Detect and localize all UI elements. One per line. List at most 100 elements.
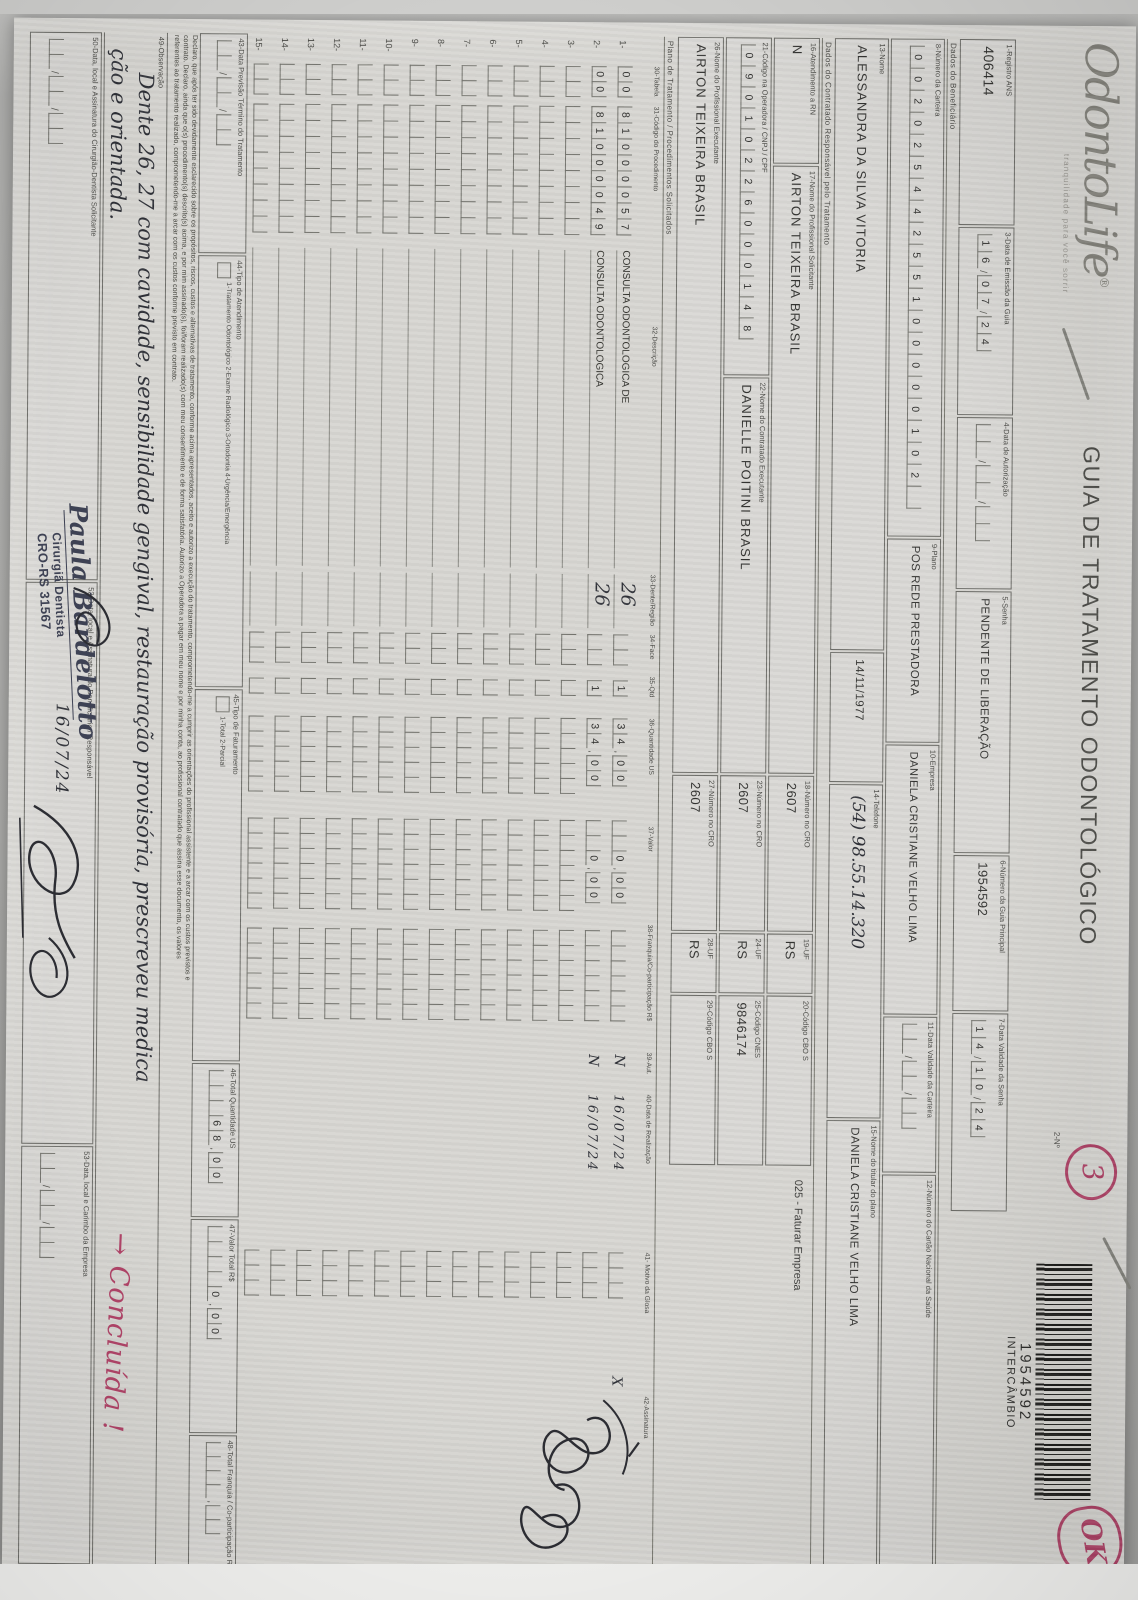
comb-cell: 0 bbox=[740, 44, 756, 66]
comb-cell: 0 bbox=[616, 186, 632, 203]
procedure-cell-tabela bbox=[539, 65, 555, 100]
procedure-cell-us bbox=[482, 717, 498, 813]
comb-cell bbox=[325, 848, 341, 864]
comb-cell bbox=[430, 716, 446, 733]
comb-cell bbox=[487, 65, 503, 81]
handwritten-tooth: 26 bbox=[590, 582, 613, 607]
comb-cell bbox=[356, 216, 372, 234]
handwritten-date: 16/07/24 bbox=[610, 1094, 626, 1173]
procedure-cell-face bbox=[301, 631, 317, 672]
comb-cell bbox=[504, 1266, 520, 1282]
procedure-cell-data bbox=[244, 1091, 245, 1243]
comb-cell bbox=[352, 716, 368, 732]
comb-cell bbox=[374, 1280, 390, 1297]
comb-cell bbox=[506, 944, 522, 960]
comb-cell: 0 bbox=[907, 375, 923, 398]
comb-cell bbox=[461, 137, 477, 154]
procedure-cell-face bbox=[405, 632, 421, 673]
comb-cell: 0 bbox=[591, 138, 607, 155]
field-2-numero-label: 2-Nº bbox=[1052, 1131, 1062, 1148]
procedure-cell-motivo bbox=[477, 1251, 494, 1369]
comb-cell bbox=[480, 929, 496, 945]
comb-cell bbox=[435, 120, 451, 138]
comb-cell: 4 bbox=[970, 1037, 987, 1055]
procedure-cell-us bbox=[326, 716, 342, 812]
comb-cell bbox=[610, 945, 626, 961]
comb-cell bbox=[435, 104, 451, 122]
comb-cell bbox=[216, 113, 232, 129]
handwritten-mark: N bbox=[610, 1054, 627, 1067]
comb-cell bbox=[378, 716, 394, 732]
comb-cell bbox=[431, 647, 447, 665]
comb-cell bbox=[582, 1282, 598, 1299]
comb-cell bbox=[376, 943, 392, 959]
procedure-cell-data bbox=[348, 1092, 349, 1244]
comb-cell bbox=[534, 747, 550, 763]
comb-cell bbox=[244, 1264, 260, 1280]
comb-cell bbox=[565, 137, 581, 155]
procedure-cell-us bbox=[456, 717, 472, 813]
procedure-cell-dente bbox=[509, 573, 527, 628]
procedure-cell-franquia bbox=[428, 928, 444, 1047]
procedure-cell-motivo bbox=[399, 1250, 416, 1369]
comb-cell bbox=[611, 820, 627, 836]
comb-cell: 3 bbox=[586, 718, 602, 734]
field-label: 10-Empresa bbox=[928, 749, 938, 791]
field-24-uf: 24-UF RS bbox=[718, 933, 765, 994]
field-43-previsao-termino: 43-Data Previsão Término do Tratamento /… bbox=[198, 33, 248, 254]
comb-cell bbox=[299, 832, 315, 849]
comb-cell: 4 bbox=[970, 1118, 986, 1137]
procedure-cell-tabela bbox=[383, 64, 399, 99]
comb-cell bbox=[455, 819, 471, 835]
comb-cell bbox=[482, 732, 498, 748]
comb-cell bbox=[348, 1265, 364, 1281]
comb-cell: 5 bbox=[616, 202, 632, 219]
comb-cell bbox=[326, 731, 342, 747]
comb-cell bbox=[539, 121, 555, 138]
comb-cell bbox=[481, 819, 497, 835]
field-label: 45-Tipo de Faturamento bbox=[231, 694, 241, 775]
comb-cell bbox=[478, 1281, 494, 1298]
barcode-subtitle: INTERCÂMBIO bbox=[1004, 1335, 1017, 1429]
procedure-cell-franquia bbox=[454, 929, 470, 1047]
comb-cell: 0 bbox=[612, 755, 628, 771]
comb-cell bbox=[273, 847, 289, 863]
comb-cell bbox=[272, 987, 288, 1003]
comb-cell bbox=[561, 633, 577, 650]
procedure-cell-motivo bbox=[244, 1249, 260, 1367]
procedure-cell-franquia bbox=[506, 929, 522, 1048]
comb-cell: 9 bbox=[740, 65, 756, 87]
comb-cell bbox=[507, 864, 523, 880]
procedure-cell-codigo bbox=[330, 104, 347, 242]
comb-cell: 0 bbox=[907, 331, 923, 354]
field-value: RS bbox=[734, 940, 750, 960]
procedure-cell-desc bbox=[405, 248, 424, 567]
procedure-cell-face bbox=[431, 632, 447, 673]
comb-cell: 1 bbox=[971, 1020, 987, 1038]
comb-cell bbox=[301, 646, 317, 664]
procedure-cell-us bbox=[300, 715, 316, 812]
field-25-codigo-cnes: 25-Código CNES 9846174 bbox=[717, 995, 765, 1166]
comb-cell bbox=[379, 647, 395, 664]
comb-cell bbox=[348, 1250, 364, 1266]
comb-cell bbox=[455, 864, 471, 880]
comb-cell bbox=[512, 185, 528, 202]
comb-cell bbox=[274, 715, 290, 731]
comb-cell: 0 bbox=[611, 887, 627, 904]
comb-cell: 1 bbox=[970, 1060, 986, 1079]
comb-cell bbox=[513, 105, 529, 122]
comb-cell bbox=[324, 958, 340, 974]
field-label: 15-Nome do titular do plano bbox=[868, 1125, 879, 1218]
comb-cell: 1 bbox=[586, 680, 602, 697]
procedure-cell-us bbox=[534, 717, 550, 814]
comb-cell bbox=[610, 990, 626, 1006]
comb-cell bbox=[560, 732, 576, 749]
procedure-cell-dente bbox=[327, 572, 345, 627]
comb-cell bbox=[216, 40, 232, 56]
procedure-cell-desc bbox=[379, 248, 398, 567]
comb-cell: 6 bbox=[977, 251, 993, 269]
comb-cell bbox=[374, 1265, 390, 1281]
